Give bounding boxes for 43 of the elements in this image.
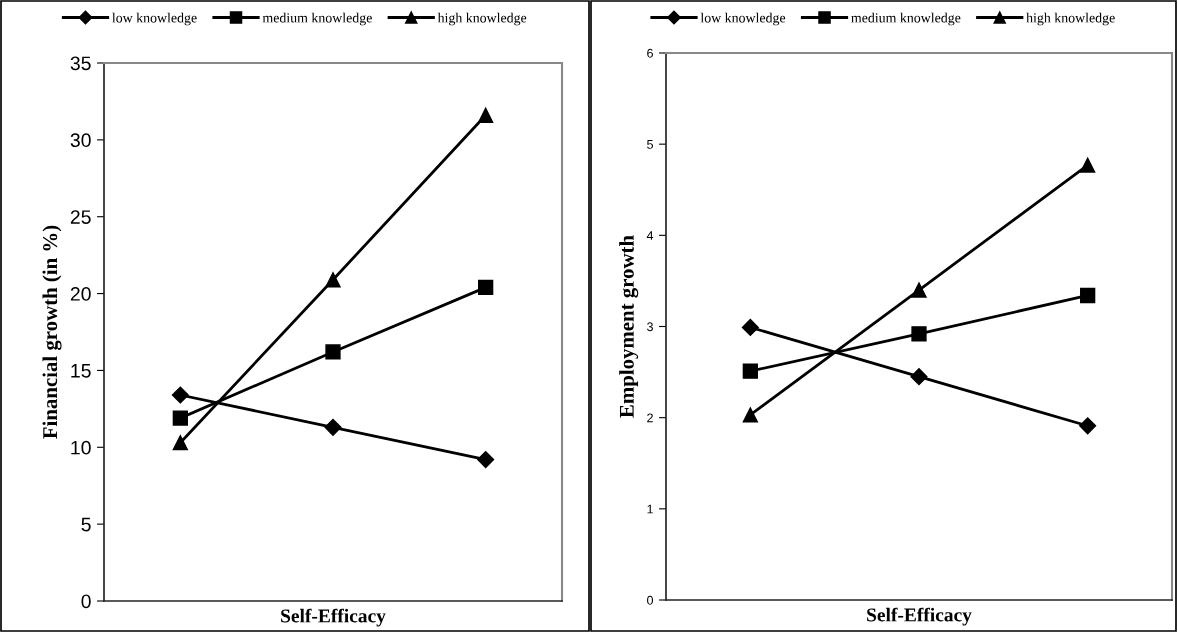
y-tick-label: 1	[647, 504, 653, 514]
point	[1080, 157, 1096, 173]
point	[742, 363, 758, 379]
x-axis-title: Self-Efficacy	[281, 608, 386, 627]
point	[911, 326, 927, 342]
point	[325, 344, 341, 360]
point	[325, 272, 341, 288]
y-tick-label: 6	[647, 48, 653, 58]
y-tick-label: 5	[647, 140, 653, 149]
y-tick-label: 2	[647, 413, 653, 423]
y-tick-label: 25	[70, 210, 91, 224]
x-axis-title: Self-Efficacy	[867, 607, 972, 626]
legend-label: medium knowledge	[851, 12, 961, 26]
y-tick-label: 3	[647, 322, 653, 332]
y-tick-label: 35	[70, 56, 91, 71]
point	[911, 282, 927, 298]
point	[741, 318, 759, 336]
point	[172, 435, 188, 451]
y-axis-title: Financial growth (in %)	[42, 225, 62, 439]
point	[478, 107, 494, 123]
y-tick-label: 20	[70, 287, 91, 301]
y-tick-label: 30	[70, 133, 91, 148]
y-tick-label: 10	[71, 440, 91, 455]
y-axis-title: Employment growth	[619, 235, 639, 418]
point	[910, 368, 928, 386]
point	[742, 407, 758, 423]
legend-label: low knowledge	[112, 12, 197, 26]
y-tick-label: 5	[81, 517, 91, 532]
point	[324, 418, 342, 436]
y-tick-label: 4	[646, 231, 654, 240]
y-tick-label: 0	[647, 595, 654, 605]
point	[171, 386, 189, 404]
point	[1079, 417, 1097, 435]
point	[1080, 287, 1096, 304]
point	[477, 451, 495, 469]
legend-label: low knowledge	[700, 12, 786, 26]
point	[478, 279, 494, 296]
legend-label: high knowledge	[1026, 12, 1115, 26]
legend-label: high knowledge	[437, 12, 527, 26]
legend-label: medium knowledge	[262, 12, 372, 26]
y-tick-label: 0	[81, 594, 91, 609]
y-tick-label: 15	[71, 364, 91, 378]
point	[172, 410, 188, 426]
